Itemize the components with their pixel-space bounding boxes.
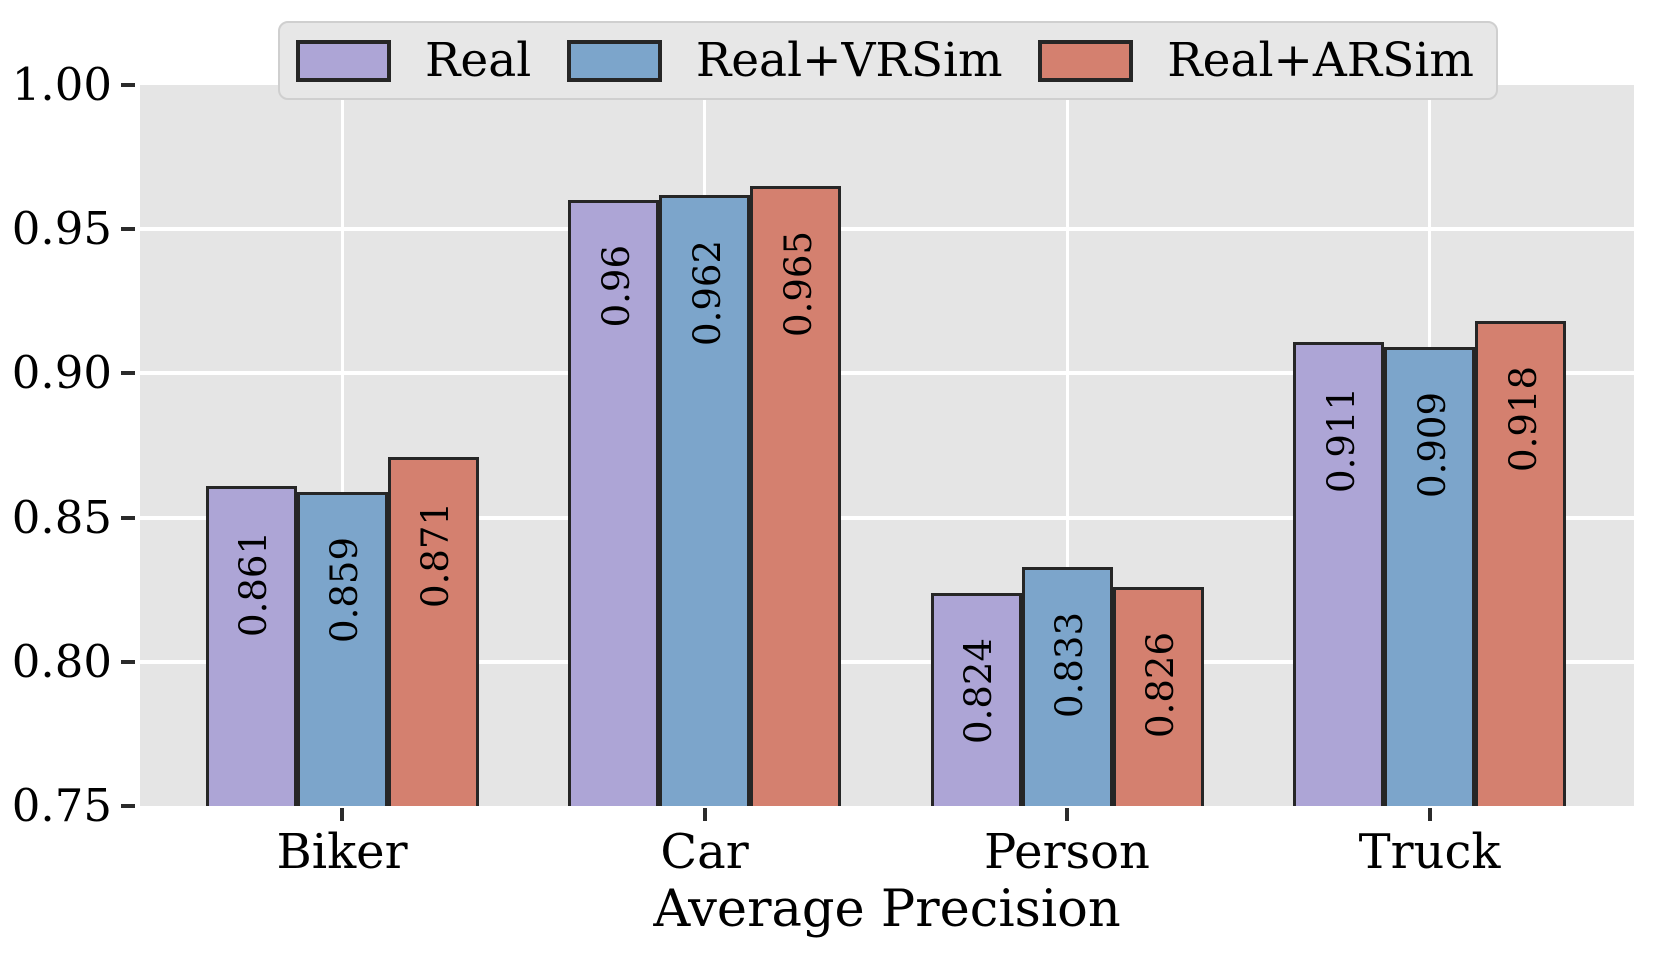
bar-value-label: 0.861 [232,531,275,637]
bar-car-real: 0.96 [568,200,659,806]
bar-biker-real-vrsim: 0.859 [296,492,388,806]
legend-entry-real: Real [296,33,531,88]
bar-value-label: 0.965 [776,231,820,337]
bar-car-real-arsim: 0.965 [750,186,841,806]
y-tick-label: 0.95 [11,202,112,256]
bar-value-label: 0.909 [1410,392,1454,498]
y-tick-label: 0.90 [11,346,112,400]
y-tick-label: 0.80 [11,634,112,688]
legend-label: Real+VRSim [695,33,1003,88]
bar-value-label: 0.826 [1139,632,1182,738]
x-tick-mark [702,808,707,821]
bar-value-label: 0.824 [957,638,1000,744]
y-tick-label: 0.85 [11,490,112,544]
x-tick-mark [340,808,344,821]
bar-person-real-vrsim: 0.833 [1021,567,1113,806]
h-gridline [140,227,1634,232]
bar-person-real: 0.824 [930,593,1022,806]
legend: Real Real+VRSim Real+ARSim [278,21,1498,100]
bar-truck-real: 0.911 [1293,342,1384,806]
legend-entry-real-vrsim: Real+VRSim [566,33,1003,88]
bar-value-label: 0.859 [323,537,366,643]
x-tick-label-truck: Truck [1358,824,1501,880]
x-tick-label-biker: Biker [276,824,408,880]
bar-value-label: 0.96 [594,245,638,328]
bar-truck-real-vrsim: 0.909 [1384,347,1475,806]
bar-value-label: 0.918 [1501,366,1545,472]
y-tick-mark [121,804,135,808]
x-tick-label-person: Person [984,824,1150,880]
bar-car-real-vrsim: 0.962 [659,195,750,806]
v-gridline [340,85,344,806]
bar-person-real-arsim: 0.826 [1112,587,1204,806]
h-gridline [140,515,1634,520]
h-gridline [140,371,1634,376]
x-tick-mark [1427,808,1432,821]
bar-value-label: 0.833 [1048,612,1091,718]
y-tick-mark [121,659,135,664]
y-tick-label: 1.00 [11,58,112,111]
y-tick-mark [121,371,135,376]
legend-swatch-icon [566,39,662,82]
bar-truck-real-arsim: 0.918 [1475,321,1566,806]
bar-biker-real: 0.861 [205,486,297,806]
bar-value-label: 0.871 [414,502,457,608]
y-tick-mark [121,83,135,87]
y-tick-label: 0.75 [11,779,112,832]
x-axis-label: Average Precision [653,880,1121,939]
legend-entry-real-arsim: Real+ARSim [1038,33,1474,88]
legend-label: Real+ARSim [1167,33,1474,88]
bar-biker-real-arsim: 0.871 [387,457,479,806]
legend-label: Real [425,33,532,88]
h-gridline [140,659,1634,664]
y-tick-mark [121,227,135,232]
plot-area: 0.861 0.96 0.824 0.911 0.859 0.962 0.833 0.909 0… [140,85,1634,806]
y-tick-mark [121,515,135,520]
legend-swatch-icon [296,39,391,82]
bar-value-label: 0.911 [1319,387,1363,493]
x-tick-mark [1065,808,1069,821]
v-gridline [1065,85,1069,806]
legend-swatch-icon [1038,39,1134,82]
x-tick-label-car: Car [660,824,749,880]
bar-value-label: 0.962 [685,240,729,346]
